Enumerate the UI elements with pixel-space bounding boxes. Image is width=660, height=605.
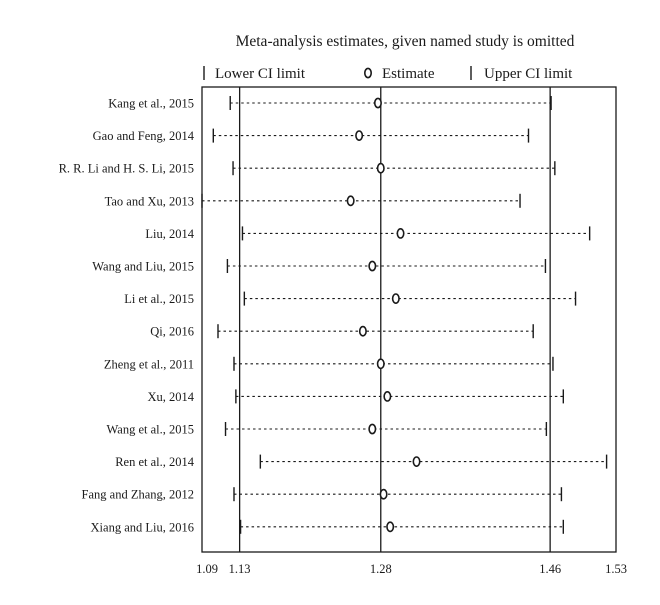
legend-estimate-symbol	[363, 67, 372, 79]
study-row: Liu, 2014	[145, 226, 591, 241]
x-tick-label: 1.53	[605, 562, 627, 576]
study-row: Zheng et al., 2011	[104, 356, 554, 371]
legend: Lower CI limit Estimate Upper CI limit	[203, 66, 573, 82]
estimate-marker	[346, 195, 355, 207]
study-row: Xiang and Liu, 2016	[91, 519, 565, 534]
study-label: Wang et al., 2015	[106, 423, 194, 437]
study-label: Kang et al., 2015	[108, 97, 194, 111]
study-row: Kang et al., 2015	[108, 96, 552, 111]
study-row: R. R. Li and H. S. Li, 2015	[59, 161, 556, 176]
legend-estimate-label: Estimate	[382, 66, 435, 82]
x-tick-label: 1.28	[370, 562, 392, 576]
x-axis-ticks: 1.09 1.13 1.28 1.46 1.53	[196, 562, 627, 576]
study-row: Wang et al., 2015	[106, 422, 548, 437]
study-label: Ren et al., 2014	[115, 455, 195, 469]
chart-title: Meta-analysis estimates, given named stu…	[236, 33, 575, 50]
plot-frame	[201, 86, 617, 553]
study-label: Li et al., 2015	[124, 292, 194, 306]
study-label: Gao and Feng, 2014	[93, 129, 195, 143]
estimate-marker	[386, 521, 395, 533]
x-tick-label: 1.09	[196, 562, 218, 576]
study-row: Ren et al., 2014	[115, 454, 608, 469]
estimate-marker	[358, 325, 367, 337]
estimate-marker	[391, 293, 400, 304]
study-label: R. R. Li and H. S. Li, 2015	[59, 162, 194, 176]
study-row: Gao and Feng, 2014	[93, 128, 530, 143]
estimate-marker	[368, 260, 377, 272]
study-label: Xu, 2014	[147, 390, 194, 404]
study-label: Xiang and Liu, 2016	[91, 520, 194, 534]
estimate-marker	[368, 423, 377, 435]
study-rows: Kang et al., 2015 Gao and Feng, 2014 R. R.…	[59, 96, 608, 534]
study-label: Liu, 2014	[145, 227, 194, 241]
estimate-marker	[376, 162, 385, 174]
study-label: Tao and Xu, 2013	[105, 194, 194, 208]
study-label: Zheng et al., 2011	[104, 357, 194, 371]
study-row: Qi, 2016	[150, 324, 534, 339]
estimate-marker	[373, 97, 382, 109]
study-row: Xu, 2014	[147, 389, 565, 404]
x-tick-label: 1.46	[539, 562, 561, 576]
estimate-marker	[396, 227, 405, 239]
estimate-marker	[376, 358, 385, 370]
reference-lines	[238, 87, 551, 552]
estimate-marker	[412, 456, 421, 467]
study-row: Li et al., 2015	[124, 291, 577, 306]
study-label: Wang and Liu, 2015	[92, 260, 194, 274]
study-row: Tao and Xu, 2013	[105, 193, 521, 208]
x-tick-label: 1.13	[229, 562, 251, 576]
legend-upper-ci-label: Upper CI limit	[484, 66, 573, 82]
estimate-marker	[355, 130, 364, 141]
legend-lower-ci-label: Lower CI limit	[215, 66, 306, 82]
study-row: Fang and Zhang, 2012	[82, 487, 563, 502]
study-label: Fang and Zhang, 2012	[82, 488, 194, 502]
estimate-marker	[379, 488, 388, 500]
study-label: Qi, 2016	[150, 325, 194, 339]
estimate-marker	[383, 390, 392, 402]
study-row: Wang and Liu, 2015	[92, 259, 547, 274]
